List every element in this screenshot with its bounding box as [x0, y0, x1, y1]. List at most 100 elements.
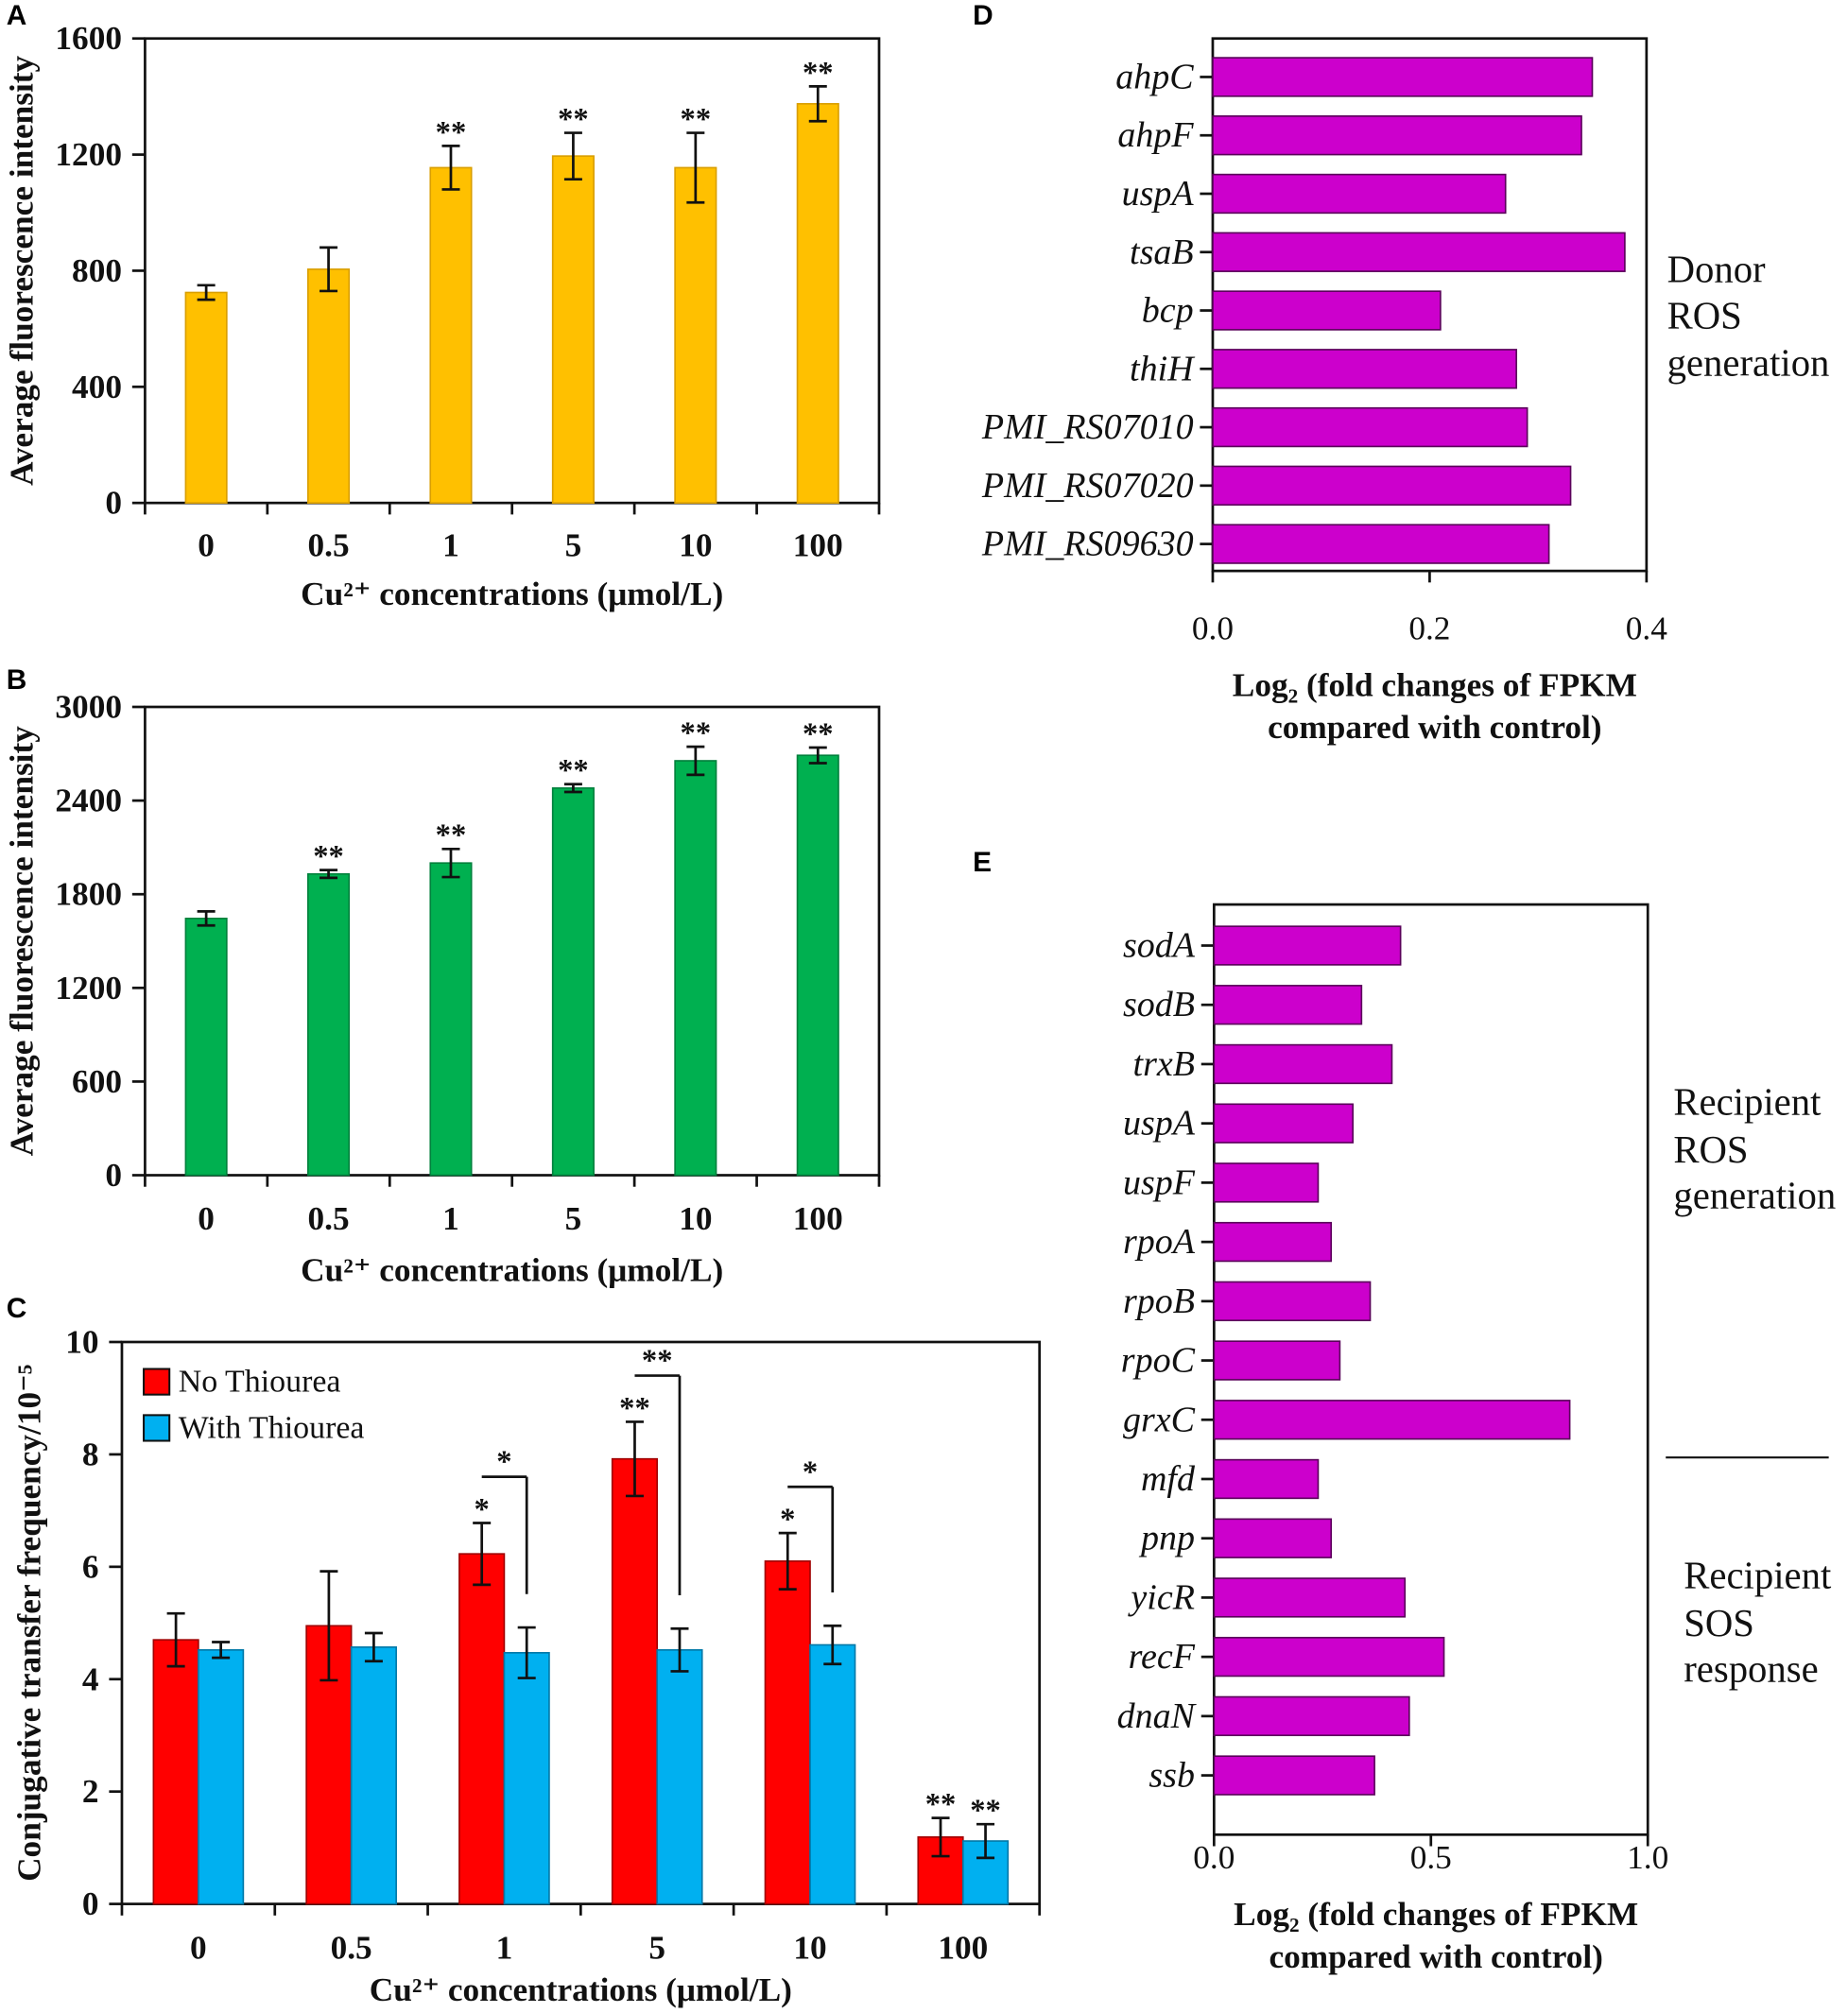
bar: [307, 872, 351, 1177]
group-label: ROS: [1667, 294, 1742, 336]
x-tick-label: 1: [442, 1200, 459, 1237]
significance-label: **: [803, 717, 834, 751]
gene-label: rpoB: [1123, 1282, 1195, 1321]
panel-a-fluorescence-chart: A 0 400 800 1200 1600 0 0.5 1 5 10 100 ** ** ** ** Cu²⁺ …: [4, 0, 881, 612]
panel-letter: B: [7, 664, 27, 696]
gene-label: sodA: [1123, 926, 1196, 966]
gene-bar: [1213, 1221, 1333, 1263]
y-tick-label: 0: [105, 1157, 122, 1194]
gene-bar: [1212, 290, 1442, 331]
gene-bar: [1212, 232, 1626, 272]
gene-label: recF: [1129, 1637, 1196, 1677]
gene-label: pnp: [1138, 1519, 1195, 1558]
gene-bar: [1213, 985, 1363, 1025]
x-tick-label: 0.4: [1626, 611, 1667, 647]
x-tick-label: 5: [565, 1200, 582, 1237]
significance-label: **: [970, 1794, 1001, 1828]
gene-label: grxC: [1123, 1400, 1196, 1439]
x-tick-label: 0.5: [308, 526, 350, 563]
gene-bar: [1213, 1636, 1445, 1678]
y-tick-label: 1200: [55, 970, 122, 1006]
y-tick-label: 1800: [55, 876, 122, 913]
x-axis-label: Log₂ (fold changes of FPKM: [1234, 1896, 1638, 1933]
y-tick-label: 800: [72, 252, 122, 289]
gene-bar: [1213, 1755, 1375, 1796]
legend-label: With Thiourea: [179, 1410, 365, 1445]
panel-b-fluorescence-chart: B 0 600 1200 1800 2400 3000 0 0.5 1 5 10 100 ** ** ** **…: [4, 664, 881, 1288]
gene-bar: [1213, 1043, 1393, 1085]
plot-frame: [144, 705, 881, 1177]
gene-label: sodB: [1123, 985, 1195, 1024]
gene-bar: [1213, 1281, 1372, 1322]
bar: [674, 166, 717, 504]
significance-label: **: [436, 115, 467, 149]
gene-bar: [1213, 1695, 1410, 1737]
y-tick-label: 600: [72, 1063, 122, 1100]
gene-label: ahpF: [1117, 115, 1194, 155]
x-tick-label: 0: [198, 526, 215, 563]
y-tick-label: 1200: [55, 136, 122, 173]
significance-label: **: [558, 102, 589, 136]
panel-letter: D: [973, 0, 993, 31]
bar-no-thiourea: [611, 1457, 659, 1905]
x-tick-label: 0: [190, 1929, 207, 1966]
x-axis-label: Log₂ (fold changes of FPKM: [1233, 666, 1637, 703]
gene-label: dnaN: [1117, 1696, 1198, 1736]
gene-bar: [1213, 1577, 1407, 1618]
group-label: Donor: [1667, 249, 1766, 291]
group-label: ROS: [1673, 1128, 1748, 1171]
bar-with-thiourea: [198, 1649, 245, 1905]
y-axis-label: Conjugative transfer frequency/10⁻⁵: [11, 1365, 48, 1882]
gene-label: PMI_RS07020: [981, 466, 1194, 506]
group-label: response: [1684, 1648, 1818, 1691]
group-label: Recipient: [1673, 1081, 1822, 1124]
gene-label: yicR: [1127, 1577, 1195, 1617]
x-axis-label: compared with control): [1268, 709, 1601, 746]
plot-frame: [144, 37, 881, 505]
gene-label: bcp: [1142, 291, 1194, 331]
y-tick-label: 4: [82, 1660, 99, 1697]
y-tick-label: 400: [72, 369, 122, 405]
bar: [551, 787, 595, 1177]
group-label: SOS: [1684, 1602, 1754, 1644]
gene-label: ssb: [1149, 1756, 1195, 1796]
x-tick-label: 100: [938, 1929, 988, 1966]
gene-bar: [1213, 1400, 1571, 1440]
gene-bar: [1213, 1340, 1341, 1381]
significance-label: **: [681, 102, 712, 136]
gene-label: PMI_RS07010: [981, 407, 1194, 447]
gene-label: PMI_RS09630: [981, 525, 1194, 564]
legend-swatch: [143, 1368, 171, 1396]
bar-no-thiourea: [458, 1553, 506, 1905]
bar-with-thiourea: [809, 1643, 856, 1905]
comparison-significance: **: [642, 1344, 673, 1378]
bar: [796, 103, 839, 504]
gene-label: thiH: [1130, 349, 1196, 388]
bar: [674, 760, 717, 1177]
y-tick-label: 6: [82, 1548, 99, 1585]
y-axis-label: Average fluorescence intensity: [4, 726, 41, 1157]
bar-with-thiourea: [350, 1646, 397, 1905]
y-tick-label: 2400: [55, 783, 122, 819]
x-tick-label: 1: [496, 1929, 513, 1966]
y-tick-label: 1600: [55, 20, 122, 57]
bar: [551, 155, 595, 504]
gene-label: uspA: [1122, 174, 1195, 214]
comparison-significance: *: [496, 1445, 511, 1479]
x-tick-label: 0.5: [1410, 1839, 1452, 1876]
gene-bar: [1212, 173, 1507, 215]
gene-label: ahpC: [1115, 57, 1194, 96]
bar: [184, 291, 228, 504]
x-tick-label: 100: [793, 526, 843, 563]
bar: [429, 862, 473, 1177]
gene-bar: [1212, 57, 1594, 97]
significance-label: **: [925, 1788, 957, 1822]
x-tick-label: 0.2: [1408, 611, 1450, 647]
gene-label: rpoA: [1123, 1222, 1196, 1262]
bar: [429, 166, 473, 504]
comparison-significance: *: [803, 1455, 818, 1489]
gene-label: rpoC: [1121, 1341, 1196, 1381]
gene-bar: [1213, 1103, 1354, 1144]
